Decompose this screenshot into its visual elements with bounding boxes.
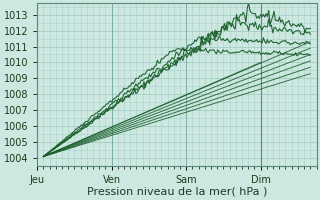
X-axis label: Pression niveau de la mer( hPa ): Pression niveau de la mer( hPa ): [87, 187, 267, 197]
